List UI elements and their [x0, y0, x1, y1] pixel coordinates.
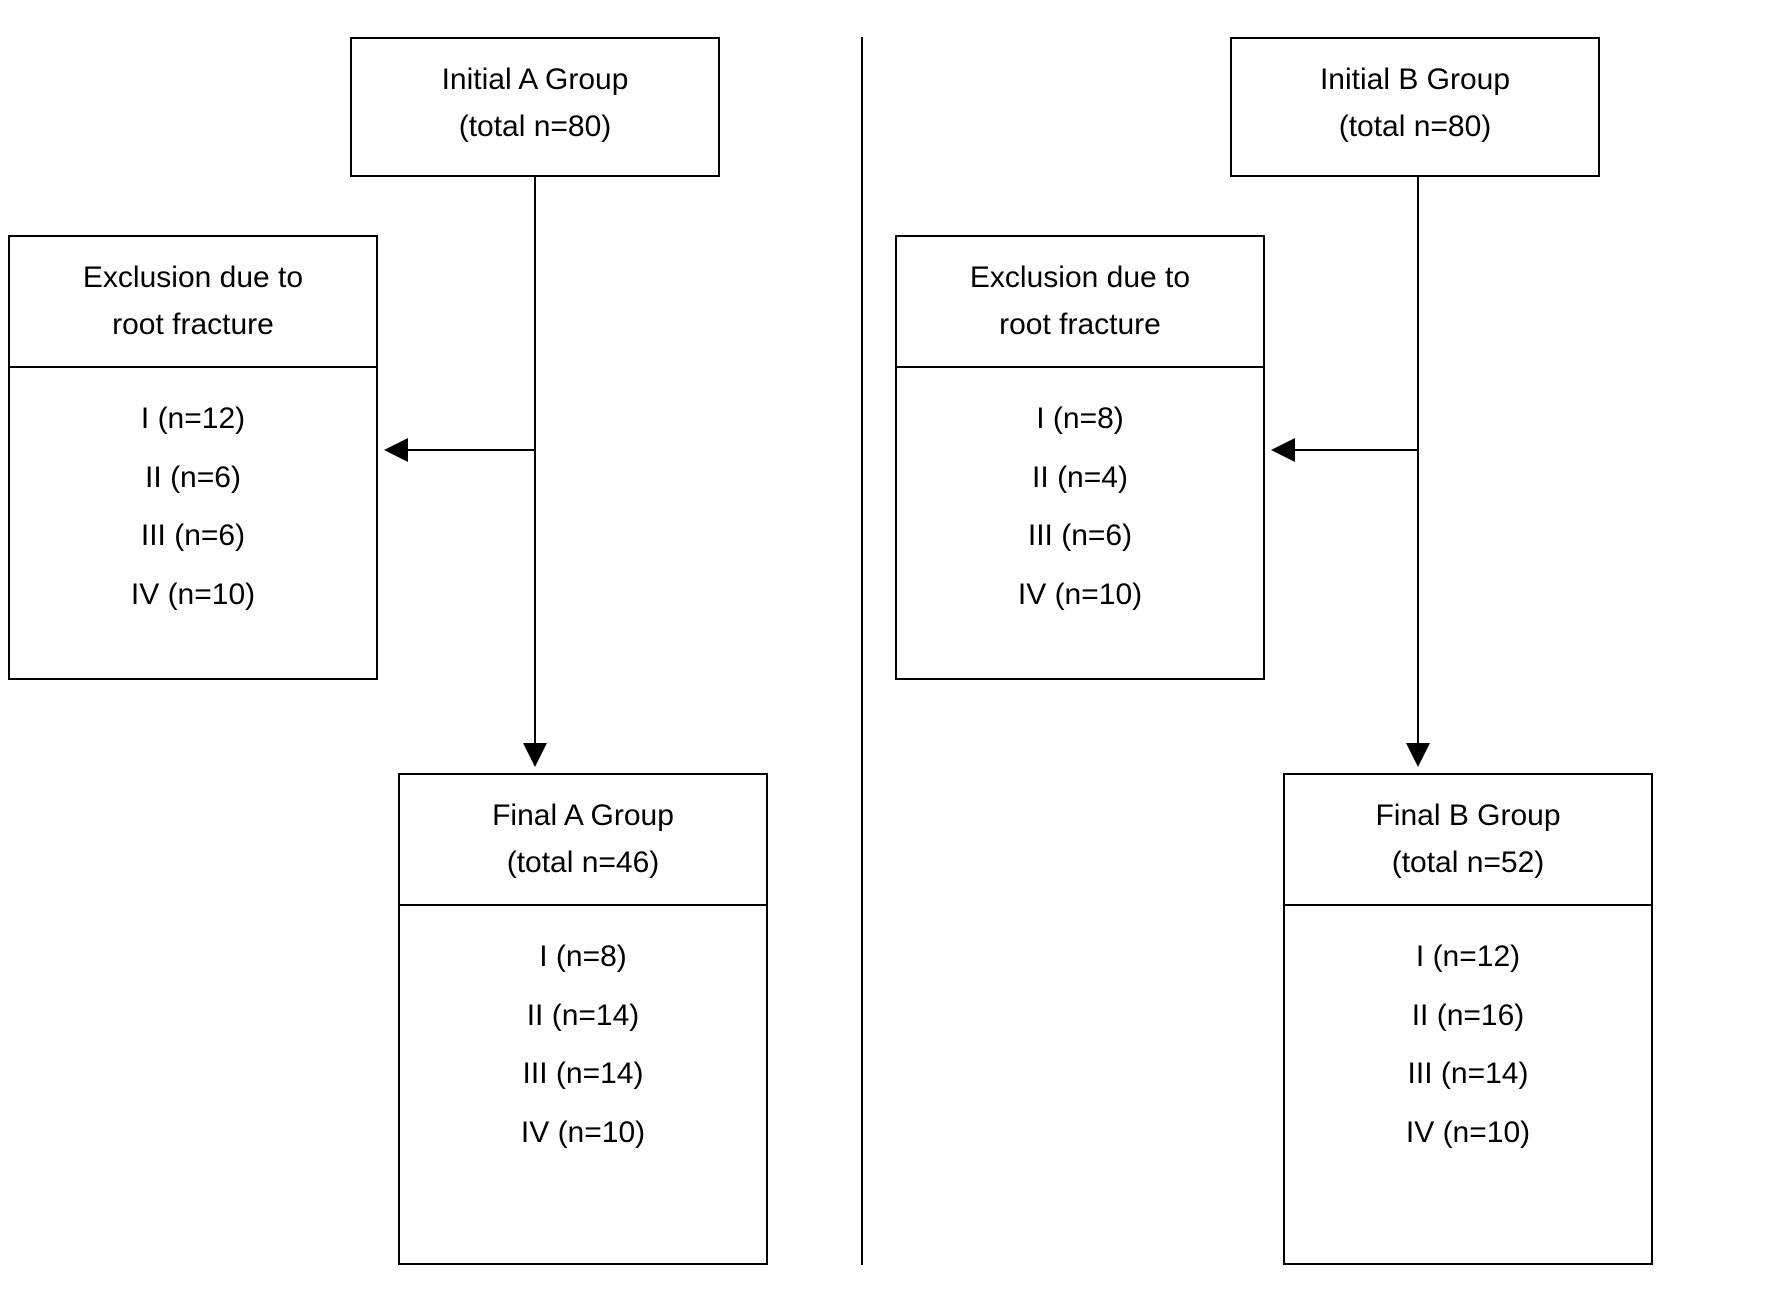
- final-a-item-4-label: IV: [521, 1116, 549, 1149]
- initial-a-total: (total n=80): [364, 104, 706, 151]
- final-a-item-2: II (n=14): [412, 987, 754, 1046]
- box-exclusion-b: Exclusion due to root fracture I (n=8) I…: [895, 235, 1265, 680]
- final-a-item-4: IV (n=10): [412, 1104, 754, 1163]
- final-b-item-3-label: III: [1408, 1057, 1433, 1090]
- exclusion-b-item-3: III (n=6): [909, 507, 1251, 566]
- box-final-a-body: I (n=8) II (n=14) III (n=14) IV (n=10): [400, 904, 766, 1184]
- final-b-item-1-label: I: [1416, 940, 1424, 973]
- initial-b-title: Initial B Group: [1244, 57, 1586, 104]
- box-initial-a: Initial A Group (total n=80): [350, 37, 720, 177]
- exclusion-a-item-4: IV (n=10): [22, 566, 364, 625]
- final-a-item-3-label: III: [523, 1057, 548, 1090]
- exclusion-a-item-1-value: (n=12): [158, 402, 246, 435]
- exclusion-b-item-1-value: (n=8): [1053, 402, 1124, 435]
- final-a-item-4-value: (n=10): [558, 1116, 646, 1149]
- box-exclusion-b-header: Exclusion due to root fracture: [897, 237, 1263, 366]
- box-exclusion-a-header: Exclusion due to root fracture: [10, 237, 376, 366]
- exclusion-b-title1: Exclusion due to: [909, 255, 1251, 302]
- final-a-item-3-value: (n=14): [556, 1057, 644, 1090]
- final-b-item-4: IV (n=10): [1297, 1104, 1639, 1163]
- box-final-b: Final B Group (total n=52) I (n=12) II (…: [1283, 773, 1653, 1265]
- exclusion-b-item-1: I (n=8): [909, 390, 1251, 449]
- exclusion-b-title2: root fracture: [909, 302, 1251, 349]
- exclusion-a-item-2: II (n=6): [22, 449, 364, 508]
- exclusion-a-item-3-value: (n=6): [174, 519, 245, 552]
- box-initial-a-header: Initial A Group (total n=80): [352, 39, 718, 168]
- exclusion-b-item-3-label: III: [1028, 519, 1053, 552]
- final-b-item-3-value: (n=14): [1441, 1057, 1529, 1090]
- final-b-title1: Final B Group: [1297, 793, 1639, 840]
- final-a-item-1: I (n=8): [412, 928, 754, 987]
- exclusion-a-item-2-value: (n=6): [170, 461, 241, 494]
- exclusion-a-item-3: III (n=6): [22, 507, 364, 566]
- final-a-item-1-label: I: [539, 940, 547, 973]
- exclusion-a-item-3-label: III: [141, 519, 166, 552]
- final-b-title2: (total n=52): [1297, 840, 1639, 887]
- exclusion-b-item-4-label: IV: [1018, 578, 1046, 611]
- exclusion-b-item-4: IV (n=10): [909, 566, 1251, 625]
- exclusion-b-item-2-label: II: [1032, 461, 1049, 494]
- box-exclusion-a-body: I (n=12) II (n=6) III (n=6) IV (n=10): [10, 366, 376, 646]
- box-exclusion-a: Exclusion due to root fracture I (n=12) …: [8, 235, 378, 680]
- final-a-item-3: III (n=14): [412, 1045, 754, 1104]
- exclusion-a-title1: Exclusion due to: [22, 255, 364, 302]
- initial-a-title: Initial A Group: [364, 57, 706, 104]
- exclusion-b-item-2: II (n=4): [909, 449, 1251, 508]
- exclusion-b-item-2-value: (n=4): [1057, 461, 1128, 494]
- exclusion-a-item-2-label: II: [145, 461, 162, 494]
- final-a-title2: (total n=46): [412, 840, 754, 887]
- final-b-item-1-value: (n=12): [1433, 940, 1521, 973]
- exclusion-b-item-3-value: (n=6): [1061, 519, 1132, 552]
- final-b-item-2-value: (n=16): [1437, 999, 1525, 1032]
- box-final-a-header: Final A Group (total n=46): [400, 775, 766, 904]
- box-final-b-header: Final B Group (total n=52): [1285, 775, 1651, 904]
- box-final-b-body: I (n=12) II (n=16) III (n=14) IV (n=10): [1285, 904, 1651, 1184]
- final-a-title1: Final A Group: [412, 793, 754, 840]
- final-b-item-4-value: (n=10): [1443, 1116, 1531, 1149]
- exclusion-b-item-4-value: (n=10): [1055, 578, 1143, 611]
- final-b-item-3: III (n=14): [1297, 1045, 1639, 1104]
- exclusion-a-item-1-label: I: [141, 402, 149, 435]
- final-a-item-1-value: (n=8): [556, 940, 627, 973]
- exclusion-a-title2: root fracture: [22, 302, 364, 349]
- final-b-item-2: II (n=16): [1297, 987, 1639, 1046]
- final-b-item-2-label: II: [1412, 999, 1429, 1032]
- final-a-item-2-label: II: [527, 999, 544, 1032]
- exclusion-a-item-4-label: IV: [131, 578, 159, 611]
- exclusion-a-item-4-value: (n=10): [168, 578, 256, 611]
- exclusion-a-item-1: I (n=12): [22, 390, 364, 449]
- box-exclusion-b-body: I (n=8) II (n=4) III (n=6) IV (n=10): [897, 366, 1263, 646]
- box-initial-b: Initial B Group (total n=80): [1230, 37, 1600, 177]
- exclusion-b-item-1-label: I: [1036, 402, 1044, 435]
- final-a-item-2-value: (n=14): [552, 999, 640, 1032]
- final-b-item-4-label: IV: [1406, 1116, 1434, 1149]
- box-final-a: Final A Group (total n=46) I (n=8) II (n…: [398, 773, 768, 1265]
- final-b-item-1: I (n=12): [1297, 928, 1639, 987]
- box-initial-b-header: Initial B Group (total n=80): [1232, 39, 1598, 168]
- initial-b-total: (total n=80): [1244, 104, 1586, 151]
